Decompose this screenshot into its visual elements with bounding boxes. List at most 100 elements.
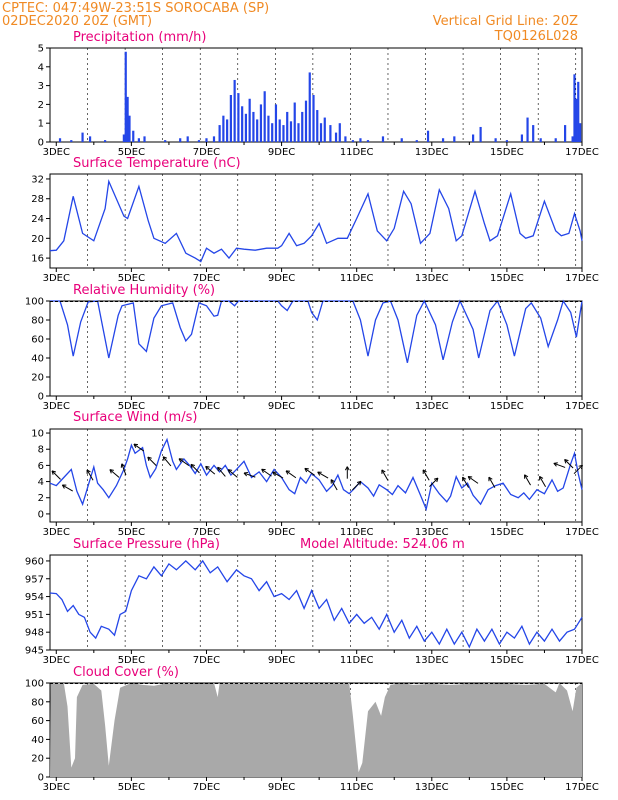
wind-arrow-head: [344, 466, 348, 471]
wind-arrow-head: [51, 470, 54, 475]
y-tick-label: 16: [31, 254, 44, 265]
wind-arrow-head: [217, 466, 222, 470]
wind-arrow: [488, 476, 496, 488]
precip-bar: [505, 140, 508, 142]
x-tick-label: 7DEC: [193, 147, 220, 158]
wind-arrow-head: [356, 480, 362, 483]
precip-bar: [297, 123, 300, 142]
x-tick-label: 9DEC: [268, 147, 295, 158]
precip-bar: [571, 136, 574, 142]
wind-arrow-head: [190, 463, 195, 466]
precip-bar: [274, 104, 278, 142]
precip-bar: [526, 117, 529, 142]
wind-arrow-head: [304, 468, 308, 473]
wind-arrow-shaft: [564, 459, 574, 469]
wind-arrow-head: [524, 474, 529, 478]
y-tick-label: 3: [38, 81, 44, 92]
precip-bar: [132, 130, 135, 142]
x-tick-label: 17DEC: [565, 527, 599, 538]
x-tick-label: 11DEC: [340, 273, 374, 284]
wind-arrow-shaft: [109, 469, 120, 478]
wind-arrow-shaft: [422, 469, 430, 481]
wind-arrow-head: [436, 477, 439, 483]
precip-bar: [271, 123, 274, 142]
wind-arrow: [178, 458, 190, 467]
wind-arrow-head: [178, 458, 182, 463]
precip-bar: [218, 125, 221, 142]
x-tick-label: 9DEC: [268, 655, 295, 666]
x-tick-label: 11DEC: [340, 401, 374, 412]
wind-arrow-shaft: [330, 479, 338, 491]
precip-bar: [233, 79, 236, 142]
precip-bar: [494, 138, 497, 142]
wind-arrow-shaft: [86, 469, 94, 481]
precip-bar: [338, 123, 341, 142]
y-tick-label: 10: [31, 429, 44, 440]
wind-arrow: [467, 476, 479, 484]
wind-arrow: [524, 474, 531, 486]
wind-arrow: [61, 484, 73, 492]
series-line: [49, 179, 583, 263]
wind-arrow-shaft: [51, 470, 61, 480]
precip-bar: [301, 111, 304, 142]
wind-arrow-shaft: [227, 469, 238, 478]
wind-arrow: [462, 476, 470, 488]
precip-bar: [344, 136, 347, 142]
wind-arrow-head: [422, 469, 427, 473]
wind-arrow-shaft: [573, 464, 583, 475]
x-tick-label: 7DEC: [193, 782, 220, 793]
wind-arrow-shaft: [243, 472, 256, 478]
wind-arrow-head: [272, 471, 276, 476]
precip-bar: [128, 115, 131, 142]
x-tick-label: 7DEC: [193, 401, 220, 412]
precip-bar: [539, 138, 542, 142]
wind-arrow: [381, 469, 389, 481]
precip-bar: [278, 119, 281, 142]
wind-arrow-shaft: [285, 470, 297, 479]
wind-arrow: [539, 475, 547, 488]
precip-bar: [164, 140, 167, 142]
precip-bar: [222, 115, 225, 142]
precip-bar: [263, 91, 266, 142]
panels: 0 1 2 3 4 5 3DEC 5DEC 7DEC 9DEC 11DEC 13DEC 15DEC 17D…: [25, 30, 599, 793]
y-tick-label: 0: [38, 509, 44, 520]
precip-bar: [293, 102, 296, 142]
wind-arrow-shaft: [553, 462, 566, 468]
precip-bar: [237, 93, 240, 142]
precip-bar: [124, 51, 127, 143]
precip-bar: [289, 121, 293, 142]
precip-bar: [103, 140, 107, 142]
wind-arrow-head: [330, 479, 335, 483]
x-tick-label: 9DEC: [268, 782, 295, 793]
precip-bar: [226, 119, 229, 142]
x-tick-label: 11DEC: [340, 147, 374, 158]
precip-bar: [426, 130, 430, 142]
wind-arrow: [109, 469, 120, 478]
x-tick-label: 13DEC: [415, 782, 449, 793]
wind-arrow: [573, 464, 583, 475]
x-tick-label: 3DEC: [43, 655, 70, 666]
x-tick-label: 13DEC: [415, 147, 449, 158]
panel-title: Cloud Cover (%): [73, 665, 179, 680]
wind-arrow-head: [243, 471, 249, 474]
y-tick-label: 8: [38, 445, 44, 456]
wind-arrow-head: [580, 465, 583, 470]
wind-arrow-head: [243, 472, 248, 477]
wind-arrow-head: [109, 469, 114, 471]
wind-arrow-shaft: [467, 476, 479, 484]
vertical-grid-note: Vertical Grid Line: 20Z: [433, 14, 578, 29]
x-tick-label: 15DEC: [490, 401, 524, 412]
wind-arrow-head: [217, 467, 219, 472]
wind-arrow-shaft: [539, 476, 547, 488]
panel-title: Surface Temperature (nC): [73, 156, 241, 171]
wind-arrow-shaft: [217, 466, 226, 477]
x-tick-label: 5DEC: [118, 147, 145, 158]
y-tick-label: 100: [25, 297, 44, 308]
x-tick-label: 17DEC: [565, 401, 599, 412]
y-tick-label: 40: [31, 354, 44, 365]
wind-arrow-shaft: [261, 468, 272, 477]
wind-arrow: [261, 468, 272, 477]
wind-arrow: [317, 471, 329, 479]
series-line: [49, 559, 583, 649]
precip-bar: [351, 140, 355, 142]
